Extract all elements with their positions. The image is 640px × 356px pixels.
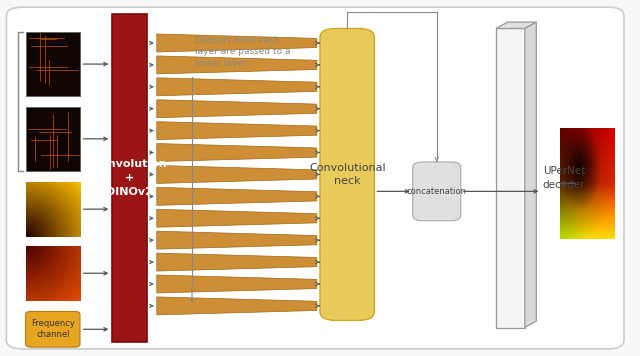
Text: Convolution
+
DINOv2: Convolution + DINOv2 (92, 159, 167, 197)
Polygon shape (157, 34, 317, 52)
Text: UPerNet
decoder: UPerNet decoder (543, 166, 585, 190)
Polygon shape (157, 100, 317, 118)
FancyBboxPatch shape (413, 162, 461, 221)
Polygon shape (157, 231, 317, 249)
FancyBboxPatch shape (26, 312, 80, 347)
Polygon shape (157, 275, 317, 293)
Polygon shape (157, 122, 317, 140)
Text: Frequency
channel: Frequency channel (31, 319, 75, 339)
Polygon shape (157, 56, 317, 74)
FancyBboxPatch shape (6, 7, 624, 349)
Text: Outputs from each
layer are passed to a
linear layer: Outputs from each layer are passed to a … (195, 36, 291, 68)
Polygon shape (157, 143, 317, 162)
Bar (26, 107, 80, 171)
Polygon shape (496, 22, 536, 28)
Polygon shape (157, 253, 317, 271)
Polygon shape (157, 187, 317, 205)
Polygon shape (157, 297, 317, 315)
Bar (26, 32, 80, 96)
Bar (496, 28, 525, 328)
Polygon shape (157, 78, 317, 96)
Text: Convolutional
neck: Convolutional neck (309, 163, 385, 186)
Bar (112, 14, 147, 342)
FancyBboxPatch shape (320, 28, 374, 320)
Polygon shape (157, 166, 317, 183)
Polygon shape (157, 209, 317, 227)
Text: concatenation: concatenation (407, 187, 467, 196)
Polygon shape (525, 22, 536, 328)
